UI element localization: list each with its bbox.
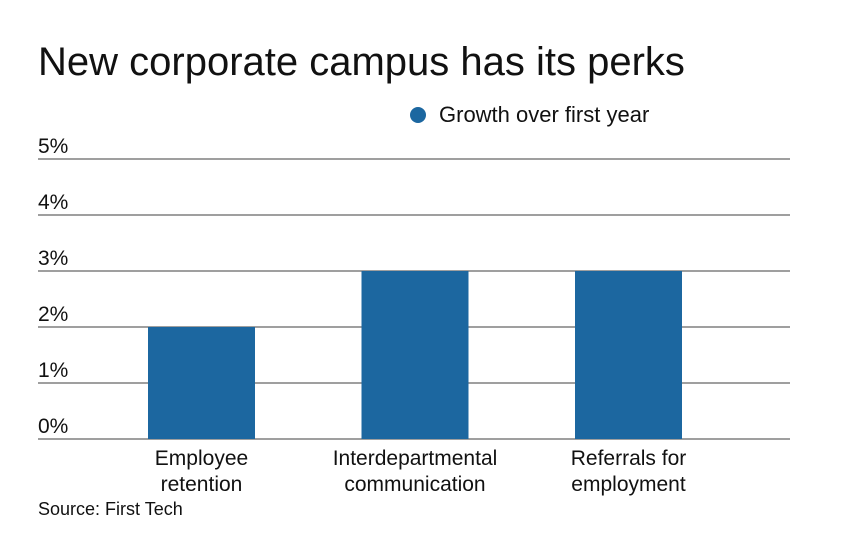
y-tick-label: 0%: [38, 415, 68, 438]
x-category-label: employment: [571, 473, 686, 496]
bar: [148, 327, 255, 439]
x-category-label: Interdepartmental: [333, 447, 498, 470]
chart-title: New corporate campus has its perks: [38, 40, 685, 84]
x-category-label: Employee: [155, 447, 248, 470]
y-tick-label: 3%: [38, 247, 68, 270]
y-tick-label: 5%: [38, 135, 68, 158]
y-tick-label: 1%: [38, 359, 68, 382]
bar: [575, 271, 682, 439]
y-tick-label: 4%: [38, 191, 68, 214]
x-category-label: communication: [344, 473, 485, 496]
y-tick-label: 2%: [38, 303, 68, 326]
source-note: Source: First Tech: [38, 499, 183, 519]
x-category-label: Referrals for: [571, 447, 687, 470]
legend-label: Growth over first year: [439, 102, 649, 127]
legend-marker: [410, 107, 426, 123]
x-category-label: retention: [161, 473, 243, 496]
bar: [361, 271, 469, 439]
